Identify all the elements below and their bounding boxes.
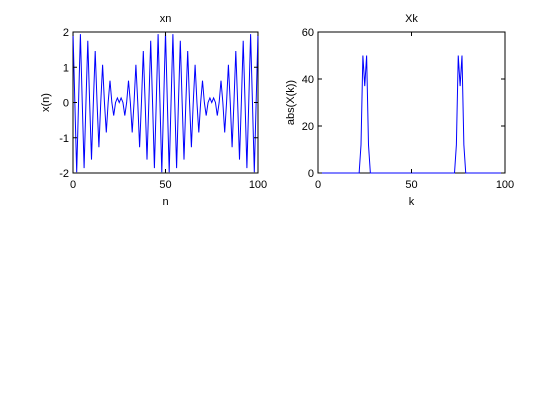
x-tick-label: 100 [496, 179, 514, 191]
y-tick-label: 0 [63, 98, 69, 110]
y-tick-label: 20 [302, 121, 314, 133]
y-tick-label: -2 [59, 168, 69, 180]
axes-title: xn [160, 13, 172, 25]
x-tick-label: 50 [159, 179, 171, 191]
axes-title: Xk [405, 13, 418, 25]
x-tick-label: 100 [249, 179, 267, 191]
y-axis-label: x(n) [40, 93, 52, 112]
x-tick-label: 0 [315, 179, 321, 191]
y-axis-label: abs(X(k)) [285, 80, 297, 125]
axes-box [317, 31, 506, 174]
y-tick-label: 1 [63, 62, 69, 74]
y-tick-label: 60 [302, 27, 314, 39]
y-tick-label: 2 [63, 27, 69, 39]
x-axis-label: k [409, 196, 415, 208]
y-tick-label: -1 [59, 133, 69, 145]
y-tick-label: 40 [302, 74, 314, 86]
y-tick-label: 0 [308, 168, 314, 180]
x-axis-label: n [162, 196, 168, 208]
x-tick-label: 50 [405, 179, 417, 191]
x-tick-label: 0 [70, 179, 76, 191]
axes-box [72, 31, 259, 174]
